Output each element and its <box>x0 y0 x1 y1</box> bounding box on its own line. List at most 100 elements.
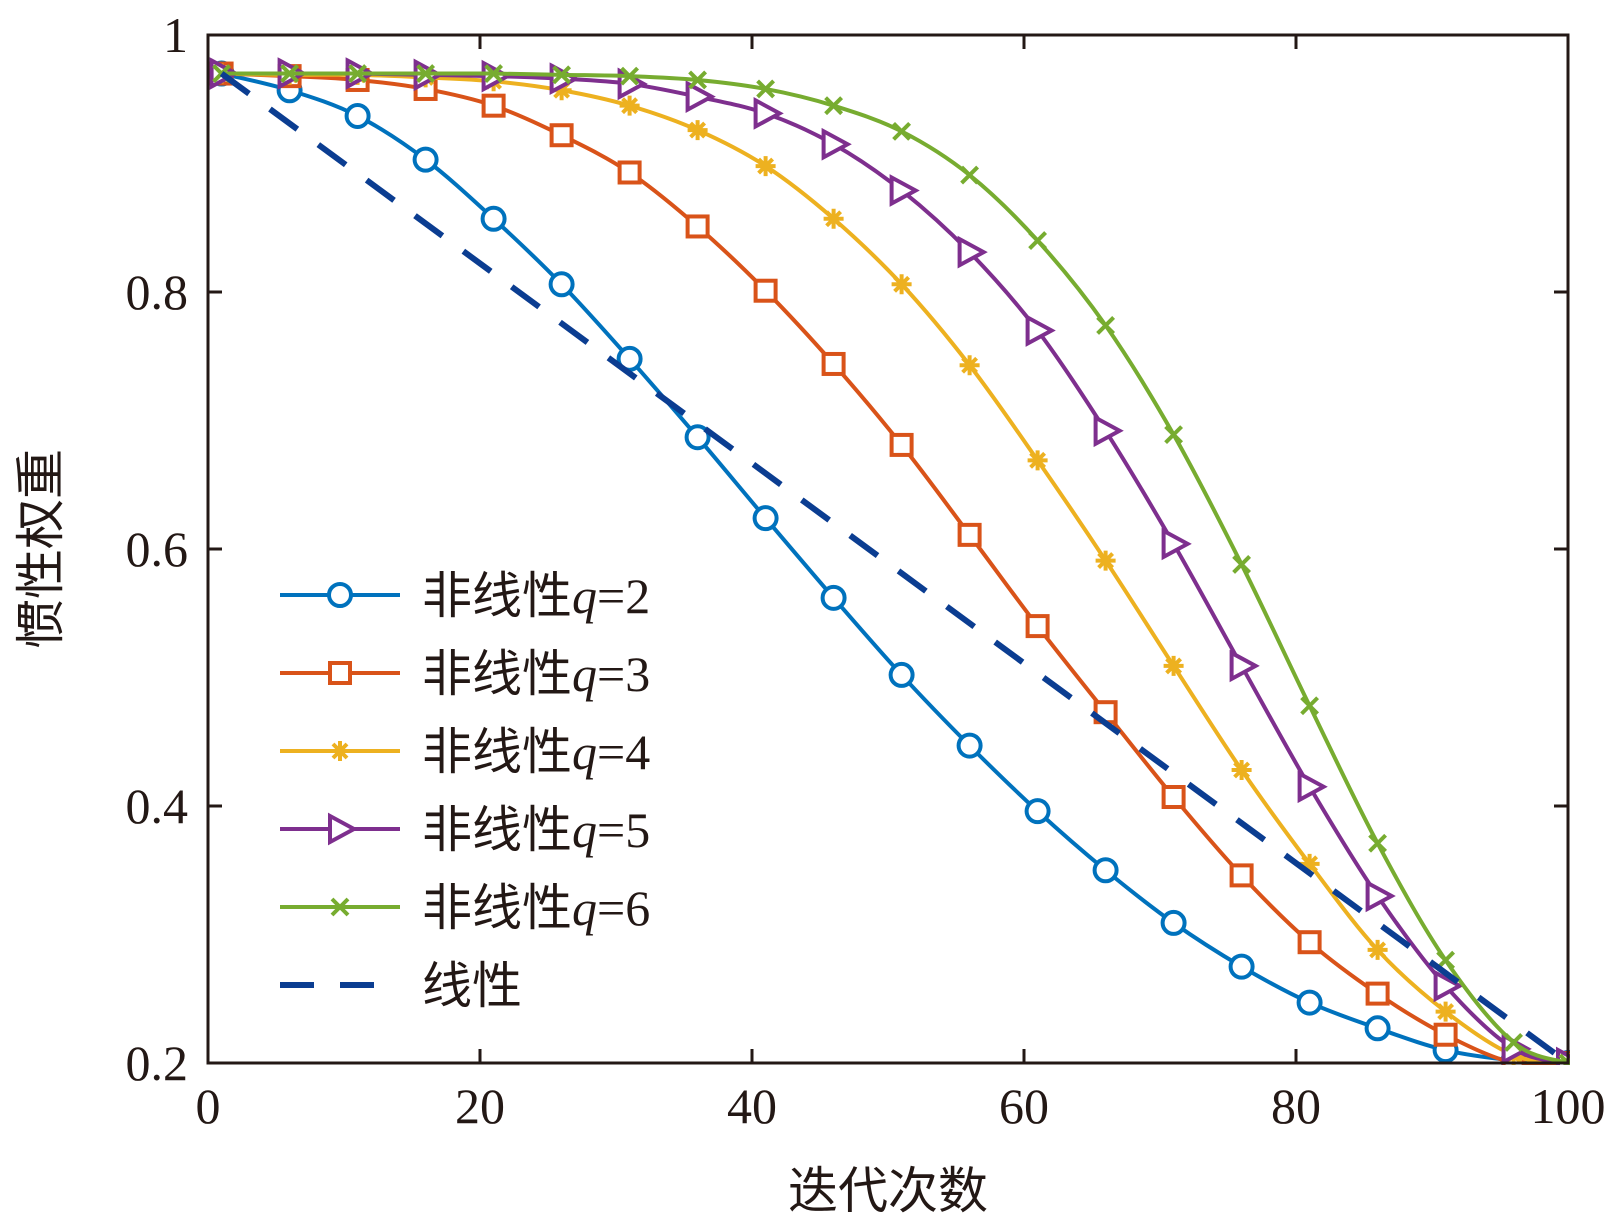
data-point <box>1229 863 1254 888</box>
data-point <box>889 432 914 457</box>
data-point <box>1231 760 1252 781</box>
data-point <box>1025 314 1056 347</box>
data-point <box>892 121 912 141</box>
data-point <box>1228 953 1255 980</box>
data-point <box>960 165 980 185</box>
x-tick-label: 20 <box>455 1078 505 1134</box>
data-point <box>1296 989 1323 1016</box>
legend-marker <box>327 582 353 608</box>
series-layer <box>208 57 1570 1065</box>
series-0 <box>208 60 1570 1065</box>
data-point <box>1164 425 1184 445</box>
legend-label: 非线性q=4 <box>422 723 650 781</box>
data-point <box>1096 315 1116 335</box>
series-line <box>221 71 1569 1065</box>
data-point <box>280 64 300 83</box>
data-point <box>1092 857 1119 884</box>
x-tick-label: 100 <box>1531 1078 1606 1134</box>
data-point <box>1365 981 1390 1006</box>
legend-marker <box>328 812 359 846</box>
series-line <box>221 71 1569 1065</box>
data-point <box>1297 930 1322 955</box>
y-axis-title: 惯性权重 <box>12 449 70 649</box>
data-point <box>480 205 507 232</box>
y-tick-label: 0.4 <box>126 778 189 834</box>
data-point <box>617 160 642 185</box>
data-point <box>619 95 640 116</box>
data-point <box>753 97 784 130</box>
legend: 非线性q=2 非线性q=3 非线性q=4 非线性q=5 非线性q=6 线性 <box>280 567 650 1015</box>
data-point <box>891 274 912 295</box>
y-tick-label: 0.6 <box>126 521 189 577</box>
data-point <box>1300 696 1320 716</box>
data-point <box>957 522 982 547</box>
data-point <box>957 235 988 269</box>
data-point <box>1365 879 1396 913</box>
data-point <box>684 424 711 451</box>
data-point <box>1161 527 1192 561</box>
legend-marker <box>328 661 352 685</box>
data-point <box>1232 555 1252 574</box>
legend-label: 非线性q=3 <box>422 645 650 703</box>
series-line <box>221 71 1569 1065</box>
data-point <box>685 214 710 239</box>
ticks-layer: 0 20 40 60 80 100 0.2 0.4 0.6 0.8 1 <box>126 7 1606 1134</box>
data-point <box>1297 770 1328 804</box>
series-5 <box>219 71 1570 1065</box>
data-point <box>755 156 776 177</box>
data-point <box>1368 833 1388 853</box>
legend-label: 非线性q=2 <box>422 567 650 625</box>
data-point <box>1367 939 1388 960</box>
y-tick-label: 0.8 <box>126 264 189 320</box>
data-point <box>1095 550 1116 571</box>
legend-item: 非线性q=4 <box>280 723 650 781</box>
data-point <box>888 661 915 688</box>
x-axis-title: 迭代次数 <box>788 1162 988 1220</box>
data-point <box>685 80 716 114</box>
data-point <box>549 123 574 148</box>
x-tick-label: 80 <box>1271 1078 1321 1134</box>
data-point <box>1435 1001 1456 1022</box>
legend-item: 线性 <box>280 957 522 1015</box>
data-point <box>1028 231 1048 251</box>
linear-series-line <box>219 71 1570 1065</box>
data-point <box>821 127 852 161</box>
data-point <box>1163 655 1184 676</box>
data-point <box>1433 1022 1458 1047</box>
data-point <box>687 120 708 141</box>
data-point <box>1433 969 1464 1003</box>
data-point <box>1364 1015 1391 1042</box>
legend-item: 非线性q=6 <box>280 879 650 937</box>
legend-marker <box>330 897 350 917</box>
data-point <box>1160 909 1187 936</box>
data-point <box>551 80 572 101</box>
data-point <box>956 732 983 759</box>
data-point <box>484 64 504 83</box>
data-point <box>1093 414 1124 448</box>
x-tick-label: 60 <box>999 1078 1049 1134</box>
data-point <box>548 271 575 298</box>
plot-frame <box>206 33 1570 1065</box>
legend-marker <box>330 741 350 761</box>
data-point <box>620 66 640 86</box>
data-point <box>481 93 506 118</box>
legend-item: 非线性q=5 <box>280 801 650 859</box>
series-3 <box>209 57 1570 1065</box>
data-point <box>412 146 439 173</box>
data-point <box>416 64 436 83</box>
data-point <box>344 102 371 129</box>
y-tick-label: 1 <box>163 7 188 63</box>
data-point <box>823 208 844 229</box>
data-point <box>688 70 708 90</box>
legend-label: 非线性q=6 <box>422 879 650 937</box>
data-point <box>1024 798 1051 825</box>
data-point <box>1504 1033 1524 1052</box>
data-point <box>824 96 844 116</box>
data-point <box>820 584 847 611</box>
data-point <box>1027 450 1048 471</box>
data-point <box>1025 614 1050 639</box>
data-point <box>348 64 368 83</box>
data-point <box>821 351 846 376</box>
legend-label: 非线性q=5 <box>422 801 650 859</box>
